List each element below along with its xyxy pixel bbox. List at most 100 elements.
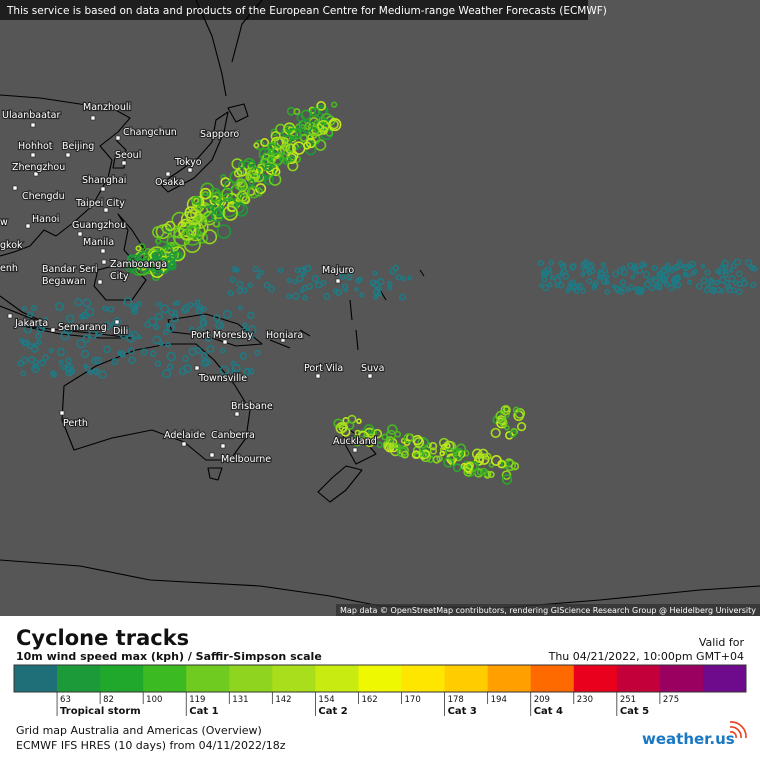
valid-time: Thu 04/21/2022, 10:00pm GMT+04 — [548, 650, 744, 663]
track-point — [286, 293, 292, 300]
track-point — [639, 261, 646, 268]
city-label: Adelaide — [164, 430, 205, 441]
track-point — [294, 267, 301, 274]
track-point — [643, 280, 652, 289]
track-point — [147, 261, 155, 269]
track-point — [710, 286, 717, 292]
track-point — [152, 254, 161, 263]
scale-swatch — [573, 665, 618, 692]
track-point — [175, 300, 181, 306]
track-point — [356, 418, 362, 425]
track-point — [58, 359, 64, 365]
track-point — [128, 356, 137, 365]
valid-label: Valid for — [699, 636, 745, 649]
city-label: gkok — [0, 240, 23, 251]
track-point — [186, 209, 203, 226]
track-point — [469, 460, 479, 471]
track-point — [559, 263, 567, 270]
scale-swatch — [616, 665, 661, 692]
track-point — [220, 347, 226, 354]
track-point — [216, 224, 232, 239]
track-point — [213, 314, 221, 322]
track-point — [331, 101, 338, 108]
track-point — [160, 304, 170, 314]
city-label: Tokyo — [174, 157, 202, 168]
track-point — [618, 288, 625, 295]
city-label: Dili — [113, 326, 128, 337]
scale-swatch — [401, 665, 446, 692]
track-point — [401, 450, 409, 459]
city-marker — [234, 129, 240, 135]
scale-tick-label: 100 — [146, 695, 162, 705]
track-point — [740, 279, 749, 287]
city-marker — [187, 167, 193, 173]
track-point — [339, 273, 346, 280]
city-label: City — [110, 271, 129, 282]
track-point — [642, 270, 651, 279]
track-point — [585, 263, 594, 271]
scale-tick-label: 209 — [534, 695, 550, 705]
track-point — [715, 268, 721, 274]
track-point — [263, 174, 274, 186]
track-point — [549, 275, 555, 280]
track-point — [559, 270, 565, 276]
track-point — [173, 250, 183, 260]
track-point — [373, 288, 381, 296]
track-point — [389, 267, 396, 275]
track-point — [222, 205, 238, 221]
city-marker — [114, 319, 120, 325]
category-label: Cat 3 — [448, 706, 477, 717]
track-point — [656, 270, 664, 279]
track-point — [81, 311, 90, 320]
track-point — [292, 278, 298, 285]
track-point — [21, 306, 28, 312]
track-point — [600, 277, 609, 285]
city-label: Taipei City — [75, 198, 125, 209]
city-marker — [100, 248, 106, 254]
city-label: Manzhouli — [83, 102, 131, 113]
track-point — [688, 260, 697, 269]
track-point — [199, 318, 208, 327]
track-point — [30, 305, 37, 312]
track-point — [156, 301, 162, 307]
track-point — [676, 259, 683, 265]
track-point — [722, 271, 729, 278]
track-point — [296, 275, 304, 283]
scale-swatch — [487, 665, 532, 692]
track-point — [98, 370, 107, 379]
track-point — [713, 279, 720, 286]
city-label: Chengdu — [22, 191, 65, 202]
track-point — [304, 264, 312, 273]
track-point — [309, 107, 320, 118]
track-point — [387, 285, 393, 291]
track-point — [247, 186, 260, 199]
scale-swatch — [57, 665, 101, 692]
track-point — [728, 275, 736, 283]
track-point — [292, 141, 306, 155]
track-point — [248, 334, 254, 339]
track-point — [258, 147, 272, 161]
scale-swatch — [143, 665, 187, 692]
track-point — [88, 329, 98, 339]
track-point — [315, 281, 323, 289]
track-point — [509, 430, 517, 438]
scale-swatch — [659, 665, 704, 692]
track-point — [103, 345, 111, 354]
city-label: w — [0, 217, 8, 228]
track-point — [286, 277, 293, 284]
cyclone-tracks — [17, 101, 758, 485]
map-background — [0, 0, 760, 616]
track-point — [74, 298, 83, 307]
track-point — [189, 326, 195, 332]
track-point — [730, 262, 737, 269]
track-point — [372, 270, 378, 276]
legend-title: Cyclone tracks — [16, 626, 189, 650]
track-point — [568, 281, 574, 287]
track-point — [587, 262, 595, 270]
track-point — [648, 284, 655, 292]
track-point — [359, 292, 365, 298]
track-point — [182, 226, 203, 246]
track-point — [443, 457, 454, 468]
city-marker — [280, 337, 286, 343]
track-point — [27, 355, 36, 364]
